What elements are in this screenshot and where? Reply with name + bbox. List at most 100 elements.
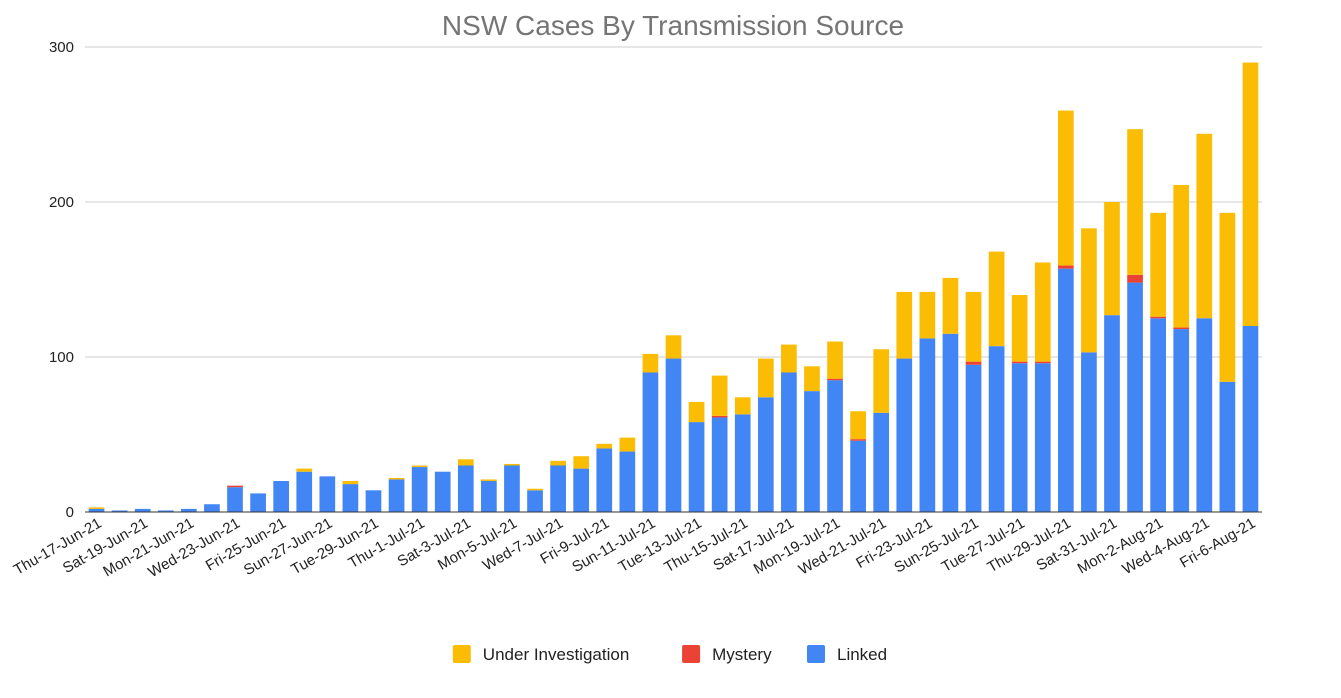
bar-under-investigation [527, 488, 543, 491]
bar-under-investigation [1011, 295, 1028, 362]
bar-mystery [850, 439, 866, 441]
bar-under-investigation [550, 460, 566, 466]
bar-mystery [827, 378, 843, 381]
bar-linked [873, 412, 890, 512]
bar-linked [481, 481, 497, 512]
bar-linked [711, 417, 728, 512]
y-axis-labels: 0 100 200 300 [49, 39, 74, 521]
bar-mystery [227, 485, 243, 488]
bar-under-investigation [827, 341, 843, 379]
bar-under-investigation [296, 468, 313, 472]
bar-under-investigation [1173, 184, 1190, 328]
bar-linked [1219, 381, 1236, 512]
legend-swatch [807, 645, 825, 663]
bar-linked [88, 508, 105, 512]
bar-under-investigation [1150, 212, 1166, 317]
bar-linked [804, 391, 820, 512]
bar-linked [1242, 326, 1259, 512]
bar-under-investigation [919, 291, 936, 339]
bar-linked [457, 465, 474, 512]
bar-under-investigation [596, 443, 613, 449]
bars [85, 62, 1262, 513]
bar-under-investigation [942, 277, 959, 334]
bar-under-investigation [642, 353, 659, 373]
bar-linked [111, 510, 128, 512]
bar-linked [642, 372, 659, 512]
bar-under-investigation [388, 477, 405, 480]
bar-linked [273, 481, 290, 512]
y-tick-label: 100 [49, 349, 74, 366]
legend-label: Linked [837, 645, 887, 664]
bar-under-investigation [1242, 62, 1259, 326]
bar-linked [596, 448, 613, 512]
bar-under-investigation [1104, 202, 1120, 316]
bar-under-investigation [88, 507, 105, 509]
bar-under-investigation [1219, 212, 1236, 382]
bar-under-investigation [688, 401, 705, 423]
bar-under-investigation [1057, 110, 1074, 266]
y-tick-label: 300 [49, 39, 74, 56]
bar-under-investigation [504, 463, 520, 466]
bar-linked [1150, 318, 1166, 512]
y-tick-label: 200 [49, 194, 74, 211]
bar-under-investigation [757, 358, 774, 398]
bar-under-investigation [804, 366, 820, 392]
bar-linked [319, 476, 336, 512]
legend-swatch [452, 645, 471, 663]
bar-under-investigation [734, 397, 751, 415]
bar-under-investigation [665, 335, 682, 359]
bar-linked [342, 484, 359, 512]
bar-under-investigation [988, 251, 1005, 347]
legend-swatch [682, 645, 701, 663]
bar-linked [827, 380, 843, 512]
y-tick-label: 0 [66, 504, 74, 521]
bar-under-investigation [850, 411, 866, 440]
bar-linked [504, 465, 520, 512]
bar-linked [134, 508, 151, 512]
bar-under-investigation [573, 456, 590, 469]
bar-mystery [1150, 316, 1166, 319]
bar-linked [227, 487, 243, 512]
bar-linked [1034, 363, 1051, 512]
bar-linked [619, 451, 636, 512]
bar-linked [965, 364, 982, 512]
bar-linked [573, 468, 590, 512]
legend-label: Mystery [712, 645, 772, 664]
bar-under-investigation [619, 437, 636, 452]
bar-linked [1127, 282, 1143, 512]
bar-linked [1196, 318, 1213, 512]
bar-linked [919, 338, 936, 512]
bar-linked [757, 397, 774, 512]
bar-linked [250, 493, 266, 512]
bar-under-investigation [711, 375, 728, 416]
bar-linked [942, 333, 959, 512]
bar-linked [296, 471, 313, 512]
bar-under-investigation [1034, 262, 1051, 362]
bar-under-investigation [342, 481, 359, 485]
bar-linked [204, 504, 220, 512]
bar-linked [181, 508, 197, 512]
bar-linked [365, 490, 382, 512]
bar-under-investigation [965, 291, 982, 362]
bar-mystery [711, 415, 728, 418]
bar-linked [988, 346, 1005, 512]
bar-under-investigation [1127, 129, 1143, 275]
bar-mystery [965, 361, 982, 365]
bar-linked [1011, 363, 1028, 512]
bar-linked [388, 479, 405, 512]
bar-mystery [1034, 361, 1051, 364]
bar-linked [157, 510, 174, 512]
bar-under-investigation [781, 344, 797, 373]
bar-linked [850, 440, 866, 512]
bar-mystery [1057, 265, 1074, 269]
bar-linked [434, 471, 451, 512]
bar-linked [665, 358, 682, 512]
legend: Under Investigation Mystery Linked [452, 645, 887, 664]
bar-linked [734, 414, 751, 512]
bar-under-investigation [411, 465, 428, 468]
bar-under-investigation [896, 291, 913, 359]
bar-linked [527, 490, 543, 512]
bar-linked [1081, 352, 1097, 512]
